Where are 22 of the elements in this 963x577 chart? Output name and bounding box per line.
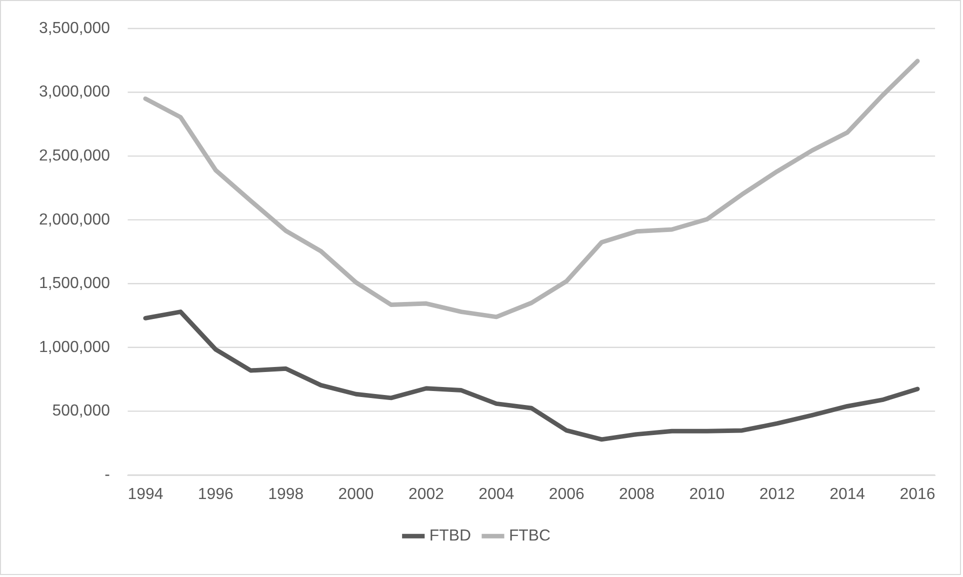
y-tick-label: 3,000,000 — [38, 84, 110, 101]
y-tick-label: 3,500,000 — [38, 20, 110, 37]
x-tick-label: 2000 — [338, 486, 374, 504]
y-tick-label: 1,500,000 — [38, 275, 110, 292]
legend-label: FTBC — [508, 528, 551, 545]
x-tick-label: 2010 — [689, 486, 725, 504]
x-tick-label: 1994 — [128, 486, 164, 504]
y-tick-label: - — [104, 466, 110, 484]
x-tick-label: 2014 — [830, 486, 866, 504]
x-tick-label: 2006 — [548, 486, 584, 504]
y-tick-label: 500,000 — [52, 402, 110, 420]
x-tick-label: 2012 — [759, 486, 796, 504]
y-tick-label: 2,000,000 — [38, 211, 110, 228]
x-tick-label: 1998 — [268, 486, 304, 504]
x-tick-label: 2016 — [900, 486, 936, 504]
y-tick-label: 1,000,000 — [38, 338, 110, 356]
x-tick-label: 2008 — [619, 486, 655, 504]
x-tick-label: 2002 — [408, 486, 444, 504]
x-tick-label: 2004 — [478, 486, 514, 504]
y-tick-label: 2,500,000 — [38, 148, 110, 165]
x-tick-label: 1996 — [198, 486, 234, 504]
legend-label: FTBD — [429, 528, 471, 545]
